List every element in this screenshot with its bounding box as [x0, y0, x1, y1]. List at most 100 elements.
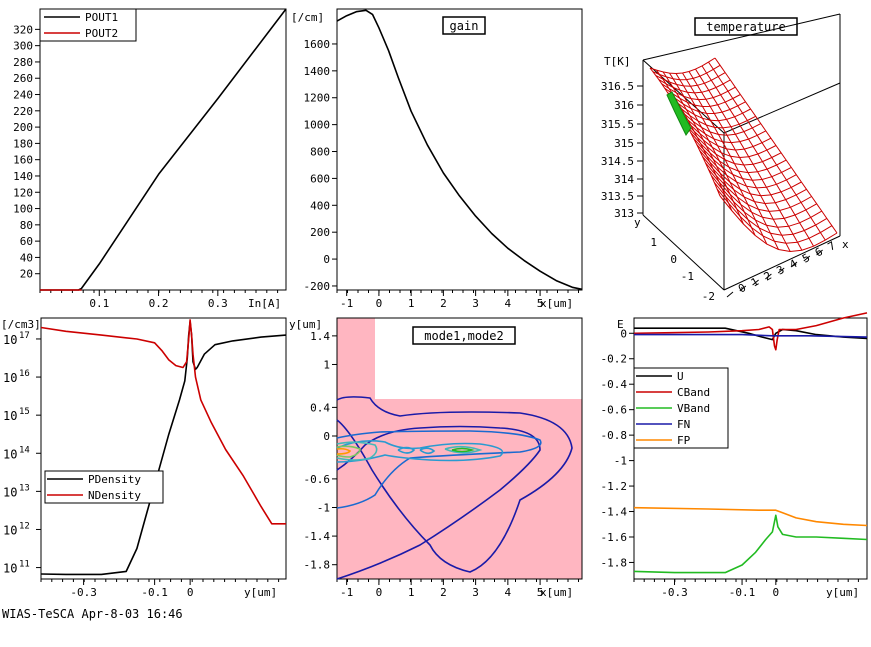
power-ytick-label: 240	[13, 89, 33, 102]
modes-ytick-label: -1.8	[304, 559, 331, 572]
temperature-surface-line	[714, 57, 838, 234]
gain-ytick-label: 800	[310, 146, 330, 159]
temperature-surface-line	[669, 72, 756, 236]
density-ytick-base: 10	[3, 523, 17, 537]
temperature-surface-line	[662, 71, 744, 225]
gain-xlabel: x[um]	[540, 297, 573, 310]
density-legend-label: PDensity	[88, 473, 141, 486]
temperature-xtick	[790, 261, 798, 268]
density-ytick-exponent: 14	[19, 445, 30, 455]
modes-xtick-label: 5	[537, 586, 544, 599]
temperature-ylabel: y	[634, 216, 641, 229]
density-ytick-exponent: 17	[19, 331, 30, 341]
temperature-ytick-label: 0	[670, 253, 677, 266]
bands-ytick-label: -1.6	[601, 531, 628, 544]
power-series-pout1	[40, 8, 287, 291]
bands-legend-label: FP	[677, 434, 691, 447]
bands-ytick-label: -0.6	[601, 404, 628, 417]
bands-series-fp	[633, 506, 868, 527]
density-ytick-base: 10	[3, 333, 17, 347]
power-ytick-label: 60	[20, 235, 33, 248]
gain-ytick-label: 1000	[304, 119, 331, 132]
modes-ytick-label: 0	[323, 430, 330, 443]
temperature-ztick-label: 316	[614, 99, 634, 112]
modes-ytick-label: 1.4	[310, 330, 330, 343]
gain-series	[336, 9, 583, 291]
bands-chart: -0.3 -0.1 0 0 -0.2 -0.4 -0.6 -0.8 -1 -1.2 -1.4 -1.6…	[601, 312, 868, 599]
bands-xtick-label: 0	[773, 586, 780, 599]
gain-ytick-label: 400	[310, 199, 330, 212]
temperature-surface-line	[688, 71, 791, 252]
modes-contour-line	[336, 441, 378, 461]
gain-ylabel: [/cm]	[291, 11, 324, 24]
modes-title-box	[412, 326, 516, 345]
gain-xtick-label: 0	[376, 297, 383, 310]
temperature-ytick-label: 1	[650, 236, 657, 249]
bands-ytick-label: -1.4	[601, 506, 628, 519]
modes-ytick-label: -1	[317, 501, 330, 514]
modes-contour-line	[336, 445, 361, 458]
power-ytick-label: 260	[13, 72, 33, 85]
modes-contour-line	[336, 430, 542, 509]
bands-legend-label: CBand	[677, 386, 710, 399]
gain-title: gain	[450, 19, 479, 33]
temperature-xtick	[803, 255, 811, 262]
density-series-ndensity	[40, 319, 286, 525]
footer-text: WIAS-TeSCA Apr-8-03 16:46	[2, 607, 183, 621]
power-ytick-label: 40	[20, 251, 33, 264]
density-xtick-label: 0	[187, 586, 194, 599]
gain-ytick-label: 0	[323, 253, 330, 266]
temperature-surface-line	[675, 73, 768, 245]
temperature-xtick-label: 2	[762, 269, 774, 284]
power-xtick-label: 0.2	[149, 297, 169, 310]
modes-xtick-label: 4	[505, 586, 512, 599]
temperature-ztick-label: 316.5	[601, 80, 634, 93]
gain-xtick-label: 2	[440, 297, 447, 310]
modes-ytick-label: -1.4	[304, 530, 331, 543]
power-ytick-label: 80	[20, 219, 33, 232]
temperature-xtick	[726, 291, 734, 298]
bands-ytick-label: -1	[614, 455, 627, 468]
power-chart: 0.1 0.2 0.3 20 40 60 80 100 120 140 160 180 200 220 24…	[13, 8, 287, 310]
gain-xtick-label: 1	[408, 297, 415, 310]
modes-contour-line	[336, 396, 573, 573]
temperature-xtick	[752, 279, 759, 286]
temperature-surface-line	[701, 65, 815, 247]
density-ytick-exponent: 16	[19, 369, 30, 379]
modes-contour-line	[336, 447, 352, 455]
density-legend-box	[44, 470, 164, 504]
modes-xtick-label: -1	[340, 586, 353, 599]
density-frame	[40, 317, 287, 580]
modes-chart: mode1,mode2 -1 0 1 2 3 4 5 1.4 1 0.4 0 -0.6 -1 -1.4 -1…	[289, 317, 583, 599]
bands-series-cband	[633, 312, 868, 351]
power-frame	[39, 8, 287, 291]
gain-chart: gain -1 0 1 2 3 4 5 -200 0 200 400 600 800 1000 1200 14…	[291, 8, 583, 310]
power-ytick-label: 280	[13, 56, 33, 69]
power-legend-label: POUT1	[85, 11, 118, 24]
density-ytick-exponent: 12	[19, 521, 30, 531]
gain-xtick-label: 4	[505, 297, 512, 310]
bands-ytick-label: -0.4	[601, 378, 628, 391]
density-ytick-exponent: 11	[19, 560, 30, 570]
gain-ytick-label: 1600	[304, 38, 331, 51]
density-ylabel: [/cm3]	[1, 318, 41, 331]
temperature-surface-line	[695, 68, 803, 251]
temperature-xtick-label: 7	[826, 239, 838, 254]
temperature-box-edge	[723, 82, 841, 134]
density-xtick-label: -0.3	[70, 586, 97, 599]
temperature-xtick	[816, 249, 823, 256]
temperature-ztick-label: 313.5	[601, 190, 634, 203]
power-ytick-label: 160	[13, 154, 33, 167]
temperature-xtick	[765, 273, 772, 280]
density-ytick-base: 10	[3, 485, 17, 499]
modes-contour-line	[444, 445, 483, 454]
density-ytick-base: 10	[3, 409, 17, 423]
density-ytick-base: 10	[3, 371, 17, 385]
temperature-box-edge	[723, 235, 841, 291]
density-xtick-label: -0.1	[141, 586, 168, 599]
modes-xtick-label: 1	[408, 586, 415, 599]
power-xtick-label: 0.3	[208, 297, 228, 310]
gain-ytick-label: -200	[304, 280, 331, 293]
density-xlabel: y[um]	[244, 586, 277, 599]
temperature-xtick	[739, 285, 747, 292]
